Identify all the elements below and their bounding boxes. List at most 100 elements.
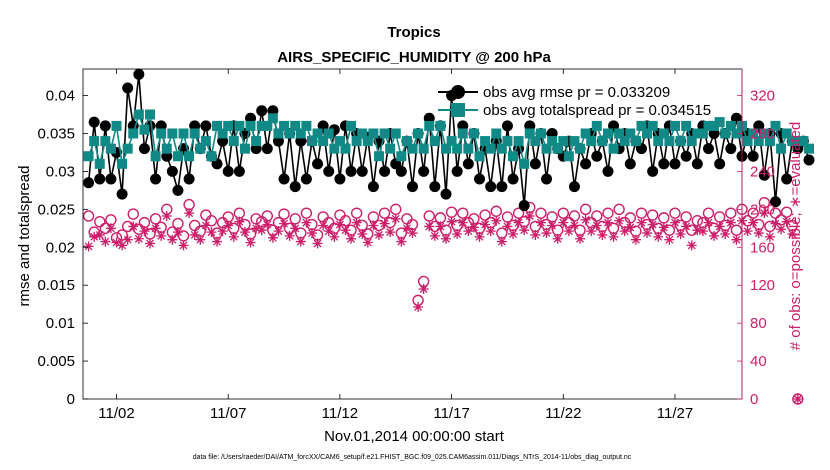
obs-evaluated-point [787, 229, 798, 239]
rmse-point [138, 143, 150, 155]
y-tick-label: 0.015 [37, 277, 75, 294]
totalspread-point [658, 128, 669, 139]
rmse-point [507, 173, 519, 185]
totalspread-point [776, 143, 787, 154]
rmse-point [133, 68, 145, 80]
rmse-point [83, 177, 95, 189]
obs-evaluated-point [435, 221, 446, 232]
obs-evaluated-point [295, 236, 306, 247]
obs-evaluated-point [145, 238, 156, 249]
obs-evaluated-point [200, 220, 211, 231]
rmse-point [568, 181, 580, 193]
totalspread-point [519, 158, 530, 169]
obs-evaluated-point [111, 237, 122, 248]
obs-evaluated-point [189, 229, 200, 240]
totalspread-point [89, 136, 100, 147]
obs-evaluated-point [362, 237, 373, 248]
totalspread-point [267, 113, 278, 124]
totalspread-point [133, 109, 144, 120]
totalspread-point [329, 143, 340, 154]
totalspread-point [312, 128, 323, 139]
obs-evaluated-point [279, 218, 290, 229]
totalspread-point [83, 151, 94, 162]
obs-possible-point [127, 208, 139, 220]
totalspread-point [390, 128, 401, 139]
obs-evaluated-point [128, 221, 139, 232]
totalspread-point [642, 128, 653, 139]
obs-evaluated-point [669, 217, 680, 228]
obs-evaluated-point [586, 226, 597, 237]
rmse-point [323, 165, 335, 177]
obs-evaluated-point [558, 217, 569, 228]
obs-evaluated-point [334, 219, 345, 230]
obs-evaluated-point [709, 230, 720, 241]
obs-evaluated-point [524, 210, 535, 221]
rmse-point [580, 158, 592, 170]
rmse-point [407, 181, 418, 193]
obs-possible-point [94, 215, 106, 228]
obs-evaluated-point [619, 226, 630, 237]
totalspread-point [558, 136, 569, 147]
obs-evaluated-point [401, 223, 412, 234]
totalspread-point [709, 120, 720, 131]
totalspread-point [770, 120, 781, 131]
totalspread-point [290, 120, 301, 131]
rmse-point [395, 165, 407, 177]
rmse-point [529, 158, 541, 170]
totalspread-point [228, 136, 239, 147]
obs-evaluated-point [100, 236, 111, 247]
obs-evaluated-point [547, 220, 558, 231]
totalspread-point [418, 143, 429, 154]
totalspread-point [117, 158, 128, 169]
x-tick-label: 11/17 [433, 405, 469, 422]
obs-evaluated-point [697, 226, 708, 237]
obs-evaluated-point [759, 208, 770, 219]
totalspread-point [217, 128, 228, 139]
rmse-point [429, 181, 441, 193]
obs-possible-point [769, 207, 782, 219]
obs-evaluated-point [418, 284, 429, 294]
totalspread-point [362, 136, 373, 147]
totalspread-point [318, 136, 329, 147]
totalspread-point [452, 143, 463, 154]
y-tick-label: 0 [67, 391, 75, 408]
totalspread-point [223, 120, 234, 131]
rmse-point [647, 165, 659, 177]
obs-evaluated-point [323, 226, 334, 237]
totalspread-point [385, 143, 396, 154]
legend-label-totalspread: obs avg totalspread pr = 0.034515 [483, 102, 711, 119]
totalspread-point [619, 136, 630, 147]
totalspread-point [798, 136, 809, 147]
totalspread-point [424, 120, 435, 131]
obs-evaluated-point [446, 216, 457, 227]
rmse-point [116, 188, 128, 200]
rmse-point [501, 120, 513, 132]
totalspread-point [759, 128, 770, 139]
obs-evaluated-point [580, 214, 591, 225]
obs-evaluated-point [357, 229, 368, 239]
obs-evaluated-point [658, 222, 669, 233]
obs-evaluated-point [614, 215, 625, 226]
obs-possible-point [613, 203, 625, 216]
obs-evaluated-point [597, 229, 608, 240]
obs-evaluated-point [502, 221, 513, 232]
totalspread-point [100, 136, 111, 147]
totalspread-point [413, 128, 424, 139]
totalspread-point [189, 128, 200, 139]
rmse-point [624, 158, 636, 170]
obs-evaluated-point [792, 394, 803, 404]
totalspread-point [167, 128, 178, 139]
rmse-point [94, 173, 106, 185]
totalspread-point [273, 128, 284, 139]
obs-evaluated-point [94, 229, 105, 240]
obs-evaluated-point [245, 237, 256, 248]
totalspread-point [608, 143, 619, 154]
rmse-point [541, 173, 553, 185]
y-axis-right: 0 40 80 120 160 200 240 280 320 [737, 88, 775, 408]
totalspread-point [586, 136, 597, 147]
chart-title: Tropics [387, 24, 440, 41]
obs-evaluated-point [725, 217, 736, 228]
obs-possible-point [423, 210, 435, 222]
y-right-tick-label: 320 [750, 88, 775, 105]
totalspread-point [139, 124, 150, 135]
